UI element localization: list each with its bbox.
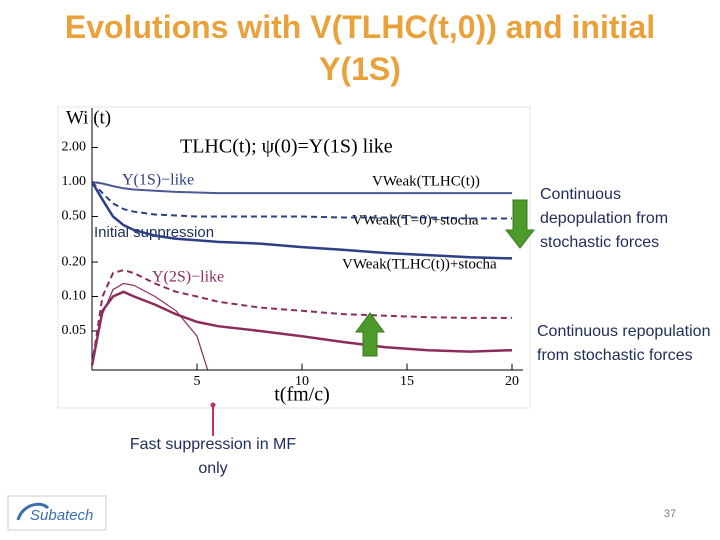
series-line	[91, 181, 512, 195]
logo-swoosh	[16, 502, 50, 521]
x-tick-label: 5	[194, 374, 201, 389]
annotation: Fast suppression in MF only	[129, 436, 297, 477]
logo-frame	[7, 495, 107, 531]
down-arrow	[504, 199, 536, 249]
y-axis-label: Wi (t)	[66, 107, 111, 128]
annotation: Initial suppression	[94, 224, 214, 241]
curve-label: VWeak(TLHC(t))	[372, 173, 480, 189]
series-line	[90, 181, 513, 260]
series-line	[90, 290, 513, 366]
annotation-box: Continuous repopulation from stochastic …	[537, 323, 711, 364]
annotation: Continuous repopulation from stochastic …	[537, 323, 711, 364]
series-line	[91, 181, 512, 220]
y-tick-label: 0.10	[62, 289, 87, 304]
x-axis-label: t(fm/c)	[274, 384, 330, 406]
page-number: 37	[664, 508, 676, 520]
series-line	[91, 269, 512, 366]
x-tick-label: 15	[400, 374, 414, 389]
annotation: Continuous depopulation from stochastic …	[540, 186, 669, 251]
annotation: Υ(1S)−like	[122, 172, 194, 189]
annotation-box: Fast suppression in MF only	[129, 436, 297, 477]
y-tick-label: 2.00	[62, 140, 87, 155]
chart-title: TLHC(t); ψ(0)=Υ(1S) like	[180, 136, 393, 158]
y-tick-label: 0.50	[62, 209, 87, 224]
plot: 0.05 0.10 0.20 0.50 1.00 2.00 5 10 15 20	[62, 140, 520, 389]
curve-label: VWeak(TLHC(t))+stocha	[342, 256, 497, 272]
x-tick-label: 10	[295, 374, 309, 389]
annotation: Υ(2S)−like	[152, 269, 224, 286]
curve-label: VWeak(T=0)+stocha	[352, 212, 479, 228]
x-tick-label: 20	[505, 374, 519, 389]
annotation-box: Continuous depopulation from stochastic …	[540, 186, 669, 251]
y-tick-label: 0.20	[62, 254, 87, 269]
y-tick-label: 1.00	[62, 174, 87, 189]
pointer-dot	[210, 402, 216, 408]
y-tick-label: 0.05	[62, 323, 87, 338]
logo: Subatech	[30, 507, 93, 524]
up-arrow	[355, 312, 385, 357]
slide-title: Evolutions with V(TLHC(t,0)) and initial…	[65, 9, 655, 87]
